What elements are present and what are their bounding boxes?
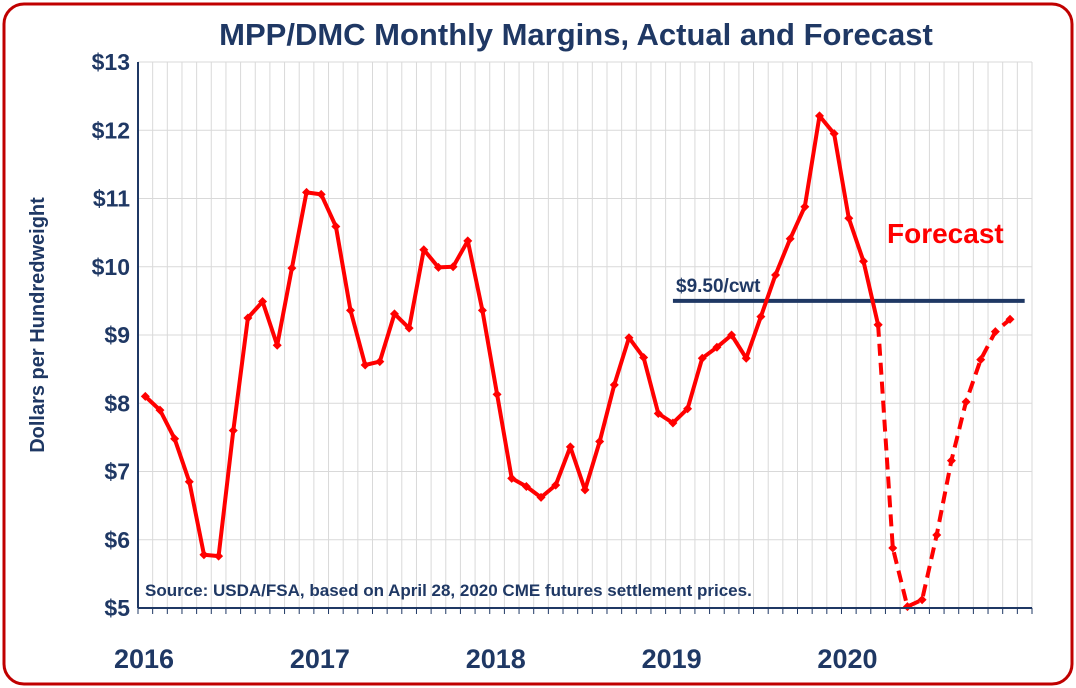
data-point: [756, 312, 766, 322]
y-tick-label: $6: [104, 527, 130, 553]
data-point: [243, 313, 253, 323]
data-point: [375, 357, 385, 367]
data-point: [302, 187, 312, 197]
data-point: [389, 309, 399, 319]
y-tick-label: $12: [92, 117, 130, 143]
x-tick-labels: 2016 2017 2018 2019 2020: [114, 644, 878, 674]
data-point: [829, 129, 839, 139]
data-point: [170, 434, 180, 444]
data-point: [932, 530, 942, 540]
data-point: [360, 360, 370, 370]
y-tick-label: $11: [93, 186, 130, 212]
y-tick-labels: $5 $6 $7 $8 $9 $10 $11 $12 $13: [92, 49, 131, 621]
y-tick-label: $9: [104, 322, 130, 348]
y-tick-label: $7: [104, 459, 130, 485]
x-tick-label: 2019: [642, 644, 702, 674]
data-point: [976, 355, 986, 365]
data-point: [448, 262, 458, 272]
grid: [137, 61, 1033, 609]
y-tick-label: $5: [104, 595, 130, 621]
data-point: [653, 408, 663, 418]
data-point: [741, 353, 751, 363]
data-point: [609, 380, 619, 390]
series-group: [140, 111, 1015, 612]
data-point: [404, 323, 414, 333]
data-point: [419, 245, 429, 255]
data-point: [800, 202, 810, 212]
x-tick-label: 2016: [114, 644, 174, 674]
data-point: [287, 263, 297, 273]
data-point: [873, 320, 883, 330]
data-point: [1005, 314, 1015, 324]
data-point: [771, 270, 781, 280]
y-tick-label: $8: [104, 390, 130, 416]
forecast-annotation: Forecast: [887, 218, 1004, 249]
data-point: [639, 353, 649, 363]
y-axis-label: Dollars per Hundredweight: [27, 197, 49, 453]
data-point: [844, 213, 854, 223]
x-tick-label: 2017: [290, 644, 350, 674]
data-point: [507, 473, 517, 483]
data-point: [990, 327, 1000, 337]
data-point: [961, 397, 971, 407]
data-point: [331, 221, 341, 231]
axes: [137, 62, 1033, 614]
data-point: [199, 550, 209, 560]
data-point: [565, 442, 575, 452]
data-point: [184, 477, 194, 487]
series-line-forecast: [876, 317, 1012, 609]
data-point: [595, 436, 605, 446]
x-tick-label: 2020: [817, 644, 877, 674]
data-point: [433, 262, 443, 272]
data-point: [492, 389, 502, 399]
data-point: [785, 234, 795, 244]
x-tick-label: 2018: [466, 644, 526, 674]
data-point: [683, 404, 693, 414]
data-point: [258, 297, 268, 307]
source-note: Source: USDA/FSA, based on April 28, 202…: [145, 581, 752, 600]
data-point: [521, 482, 531, 492]
data-point: [155, 405, 165, 415]
data-point: [346, 305, 356, 315]
y-tick-label: $10: [92, 254, 130, 280]
data-point: [624, 333, 634, 343]
data-point: [668, 418, 678, 428]
data-point: [551, 480, 561, 490]
data-point: [536, 492, 546, 502]
data-point: [697, 353, 707, 363]
data-point: [946, 456, 956, 466]
data-point: [858, 256, 868, 266]
data-point: [272, 340, 282, 350]
data-point: [463, 236, 473, 246]
data-point: [477, 305, 487, 315]
data-point: [140, 391, 150, 401]
data-point: [580, 485, 590, 495]
data-point: [712, 342, 722, 352]
y-tick-label: $13: [92, 49, 130, 75]
data-point: [316, 189, 326, 199]
data-point: [228, 426, 238, 436]
chart-title: MPP/DMC Monthly Margins, Actual and Fore…: [219, 17, 933, 52]
data-point: [888, 543, 898, 553]
data-point: [727, 330, 737, 340]
data-point: [917, 595, 927, 605]
data-point: [814, 111, 824, 121]
data-point: [214, 551, 224, 561]
reference-line-label: $9.50/cwt: [676, 276, 761, 297]
